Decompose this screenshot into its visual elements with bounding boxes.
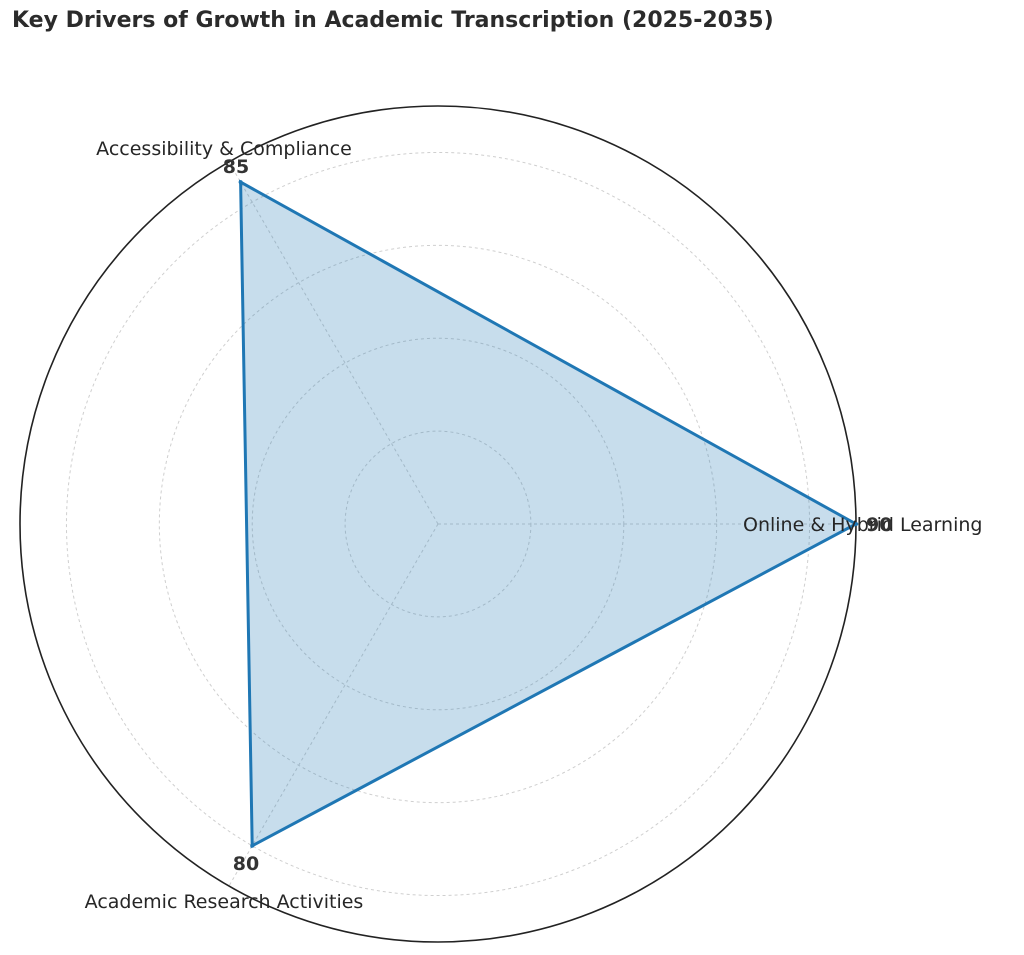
radar-labels: Online & Hybrid Learning Accessibility & … [85, 138, 983, 913]
data-point-0 [854, 522, 858, 526]
spoke-2 [228, 523, 439, 887]
data-point-1 [238, 180, 243, 185]
value-label-2: 80 [233, 853, 259, 875]
value-label-1: 85 [223, 156, 249, 178]
series-polygon [239, 179, 860, 849]
data-point-2 [250, 843, 255, 848]
spoke-1 [228, 161, 439, 525]
grid-ring-80 [65, 151, 811, 897]
category-label-2: Academic Research Activities [85, 891, 364, 913]
radar-grid [19, 105, 857, 943]
radar-data [238, 179, 860, 849]
grid-ring-40 [251, 337, 625, 711]
chart-title: Key Drivers of Growth in Academic Transc… [12, 8, 774, 33]
category-label-0: Online & Hybrid Learning [743, 514, 982, 536]
category-label-1: Accessibility & Compliance [96, 138, 352, 160]
value-label-0: 90 [866, 514, 892, 536]
